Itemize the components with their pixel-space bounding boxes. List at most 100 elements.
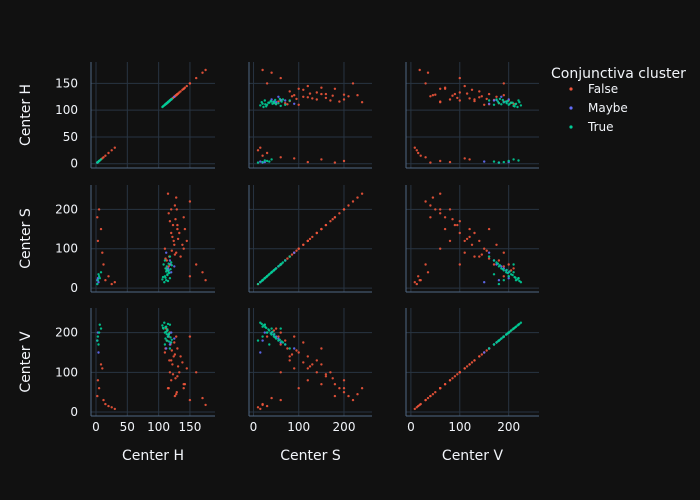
data-point: [507, 331, 510, 334]
data-point: [268, 343, 271, 346]
data-point: [270, 271, 273, 274]
data-point: [165, 265, 168, 268]
data-point: [113, 407, 117, 411]
data-point: [418, 68, 421, 72]
data-point: [311, 97, 314, 100]
data-point: [97, 343, 100, 346]
data-point: [478, 355, 481, 358]
data-point: [167, 212, 170, 215]
data-point: [165, 339, 168, 342]
data-point: [483, 103, 486, 107]
data-point: [279, 343, 282, 346]
data-point: [165, 251, 168, 254]
data-point: [185, 367, 188, 370]
legend[interactable]: Conjunctiva cluster False Maybe True: [551, 66, 686, 134]
data-point: [182, 387, 185, 390]
data-point: [173, 253, 177, 256]
data-point: [468, 227, 471, 231]
data-point: [492, 273, 496, 276]
data-point: [508, 270, 511, 273]
data-point: [175, 196, 178, 199]
data-point: [169, 336, 172, 339]
data-point: [267, 328, 270, 331]
data-point: [176, 92, 180, 95]
data-point: [280, 262, 283, 265]
data-point: [302, 243, 305, 246]
data-point: [333, 161, 337, 164]
data-point: [261, 339, 264, 342]
data-point: [168, 343, 172, 346]
data-point: [185, 84, 188, 88]
data-point: [463, 251, 466, 254]
data-point: [478, 96, 481, 99]
data-point: [166, 192, 170, 195]
data-point: [502, 94, 505, 97]
data-point: [201, 271, 204, 274]
data-point: [165, 102, 168, 105]
data-point: [165, 333, 168, 336]
data-point: [320, 158, 323, 161]
data-point: [288, 355, 291, 358]
data-point: [516, 105, 519, 109]
legend-item-true[interactable]: True: [569, 120, 614, 134]
legend-items[interactable]: False Maybe True: [569, 82, 628, 134]
data-point: [413, 407, 416, 411]
data-point: [439, 192, 442, 195]
data-point: [502, 101, 505, 104]
data-point: [333, 383, 337, 386]
data-point: [497, 279, 501, 282]
data-point: [183, 227, 187, 231]
legend-label: Maybe: [588, 101, 628, 115]
data-point: [256, 406, 260, 409]
data-point: [485, 249, 488, 252]
data-point: [308, 92, 312, 95]
data-point: [164, 325, 167, 329]
data-point: [170, 249, 173, 252]
legend-marker: [569, 106, 573, 110]
data-point: [96, 335, 100, 338]
data-point: [171, 235, 174, 239]
data-point: [188, 275, 192, 278]
legend-item-maybe[interactable]: Maybe: [569, 101, 628, 115]
data-point: [487, 102, 491, 106]
data-point: [487, 257, 491, 260]
data-point: [104, 154, 107, 157]
data-point: [483, 247, 486, 250]
data-point: [333, 394, 337, 398]
y-tick-label: 0: [70, 281, 78, 295]
data-point: [172, 239, 175, 243]
data-point: [487, 227, 491, 231]
data-point: [167, 265, 170, 268]
data-point: [168, 271, 171, 275]
data-point: [508, 102, 511, 106]
data-point: [492, 263, 496, 266]
data-point: [274, 103, 278, 106]
data-point: [302, 361, 305, 364]
data-point: [163, 281, 166, 284]
data-point: [170, 331, 173, 334]
data-point: [280, 340, 283, 343]
data-point: [288, 347, 291, 350]
data-point: [331, 377, 334, 380]
data-point: [351, 398, 355, 402]
data-point: [178, 371, 181, 374]
data-point: [297, 247, 300, 250]
panel-0-2: [405, 62, 539, 169]
data-point: [497, 259, 501, 262]
legend-item-false[interactable]: False: [569, 82, 618, 96]
data-point: [451, 377, 454, 380]
data-point: [170, 271, 173, 274]
data-point: [259, 146, 262, 149]
data-point: [465, 365, 469, 368]
data-point: [195, 76, 198, 80]
data-point: [492, 99, 496, 102]
data-point: [165, 330, 168, 333]
data-point: [169, 268, 172, 271]
data-point: [113, 146, 117, 149]
data-point: [102, 398, 105, 402]
data-point: [492, 343, 496, 346]
data-point: [175, 391, 178, 394]
data-point: [512, 158, 515, 161]
data-point: [284, 259, 287, 262]
data-point: [417, 275, 420, 278]
